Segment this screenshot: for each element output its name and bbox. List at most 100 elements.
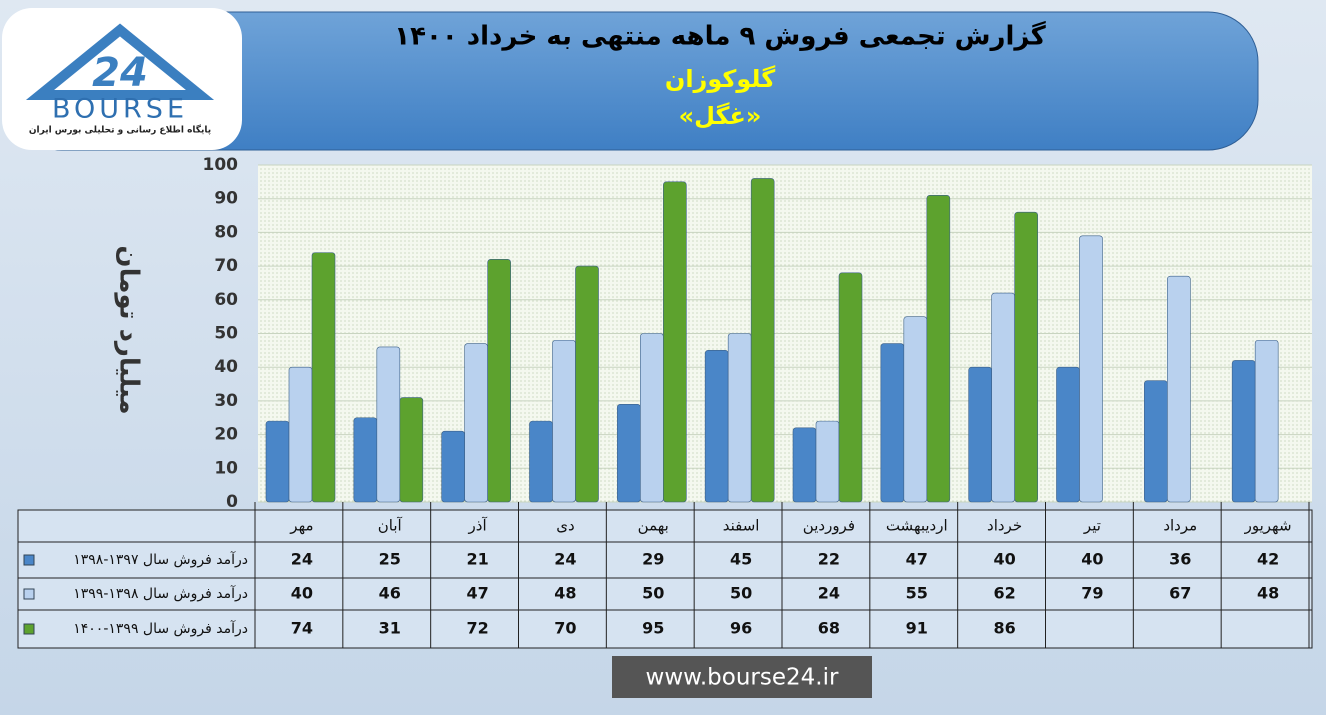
bar <box>575 265 599 503</box>
bar <box>663 181 687 503</box>
legend-swatch <box>23 588 35 600</box>
legend-label: درآمد فروش سال ۱۳۹۹-۱۴۰۰ <box>73 620 248 637</box>
y-tick-label: 70 <box>214 256 238 276</box>
bar <box>617 403 641 503</box>
table-value: 48 <box>1257 584 1279 603</box>
bar <box>376 346 401 503</box>
logo-tagline: پایگاه اطلاع رسانی و تحلیلی بورس ایران <box>29 124 211 136</box>
table-value: 42 <box>1257 550 1279 569</box>
bar <box>265 420 290 503</box>
bar <box>880 343 905 503</box>
bar <box>815 420 840 503</box>
table-value: 46 <box>379 584 401 603</box>
table-value: 95 <box>642 619 664 638</box>
table-value: 45 <box>730 550 752 569</box>
table-value: 72 <box>466 619 488 638</box>
table-value: 74 <box>291 619 313 638</box>
bar <box>464 343 488 503</box>
x-tick-label: فروردین <box>803 517 855 535</box>
y-tick-label: 80 <box>214 222 238 242</box>
chart-subtitle: گلوکوزان <box>665 65 775 93</box>
bar <box>1231 360 1256 503</box>
bar <box>399 397 424 503</box>
bar <box>926 195 951 503</box>
bar <box>640 333 664 503</box>
bar <box>1144 380 1168 503</box>
y-tick-label: 0 <box>226 492 238 512</box>
y-tick-label: 100 <box>203 155 239 175</box>
table-value: 21 <box>466 550 488 569</box>
table-value: 86 <box>993 619 1015 638</box>
bar <box>727 333 752 503</box>
footer-url: www.bourse24.ir <box>646 665 839 691</box>
bar <box>1014 211 1038 503</box>
table-value: 36 <box>1169 550 1191 569</box>
table-bg <box>17 509 1313 649</box>
bar <box>1167 275 1191 503</box>
y-tick-label: 60 <box>214 290 238 310</box>
y-tick-label: 40 <box>214 357 238 377</box>
bar <box>311 252 336 503</box>
table-value: 24 <box>818 584 840 603</box>
bar <box>288 366 313 503</box>
symbol: «غگل» <box>679 102 762 130</box>
x-tick-label: خرداد <box>987 517 1022 535</box>
logo-text: BOURSE <box>52 94 188 125</box>
table-value: 62 <box>993 584 1015 603</box>
x-tick-label: اسفند <box>723 517 760 535</box>
bar <box>487 259 511 503</box>
table-value: 40 <box>291 584 313 603</box>
table-value: 22 <box>818 550 840 569</box>
bar <box>704 350 729 503</box>
legend-label: درآمد فروش سال ۱۳۹۸-۱۳۹۹ <box>73 585 248 602</box>
table-value: 67 <box>1169 584 1191 603</box>
bar <box>968 366 992 503</box>
bar <box>1079 235 1103 503</box>
chart-title: گزارش تجمعی فروش ۹ ماهه منتهی به خرداد ۱… <box>394 21 1046 52</box>
bar <box>1056 366 1080 503</box>
bar <box>552 339 576 503</box>
bar <box>441 430 465 503</box>
table-value: 29 <box>642 550 664 569</box>
x-tick-label: آبان <box>378 517 403 535</box>
table-value: 48 <box>554 584 576 603</box>
table-value: 40 <box>1081 550 1103 569</box>
legend-swatch <box>23 554 35 566</box>
table-value: 50 <box>730 584 752 603</box>
table-value: 47 <box>906 550 928 569</box>
bar <box>750 178 775 503</box>
table-value: 55 <box>906 584 928 603</box>
x-tick-label: شهریور <box>1244 517 1292 535</box>
table-value: 47 <box>466 584 488 603</box>
y-axis-label: میلیارد تومان <box>114 245 144 414</box>
y-tick-label: 30 <box>214 391 238 411</box>
bar <box>353 417 378 503</box>
table-value: 68 <box>818 619 840 638</box>
x-tick-label: مهر <box>289 517 313 535</box>
bar <box>903 316 928 503</box>
x-tick-label: تیر <box>1083 517 1101 535</box>
logo-box <box>2 8 242 150</box>
table-value: 70 <box>554 619 576 638</box>
bar <box>529 420 553 503</box>
y-tick-label: 10 <box>214 458 238 478</box>
bar <box>838 272 863 503</box>
x-tick-label: بهمن <box>638 517 669 535</box>
legend-swatch <box>23 623 35 635</box>
table-value: 31 <box>379 619 401 638</box>
table-value: 50 <box>642 584 664 603</box>
table-value: 79 <box>1081 584 1103 603</box>
y-tick-label: 50 <box>214 324 238 344</box>
legend-label: درآمد فروش سال ۱۳۹۷-۱۳۹۸ <box>73 551 248 568</box>
table-value: 91 <box>906 619 928 638</box>
y-tick-label: 20 <box>214 425 238 445</box>
x-tick-label: اردیبهشت <box>886 517 948 535</box>
table-value: 40 <box>993 550 1015 569</box>
logo-mark-24: 24 <box>92 50 148 96</box>
table-value: 25 <box>379 550 401 569</box>
bar <box>792 427 817 503</box>
table-value: 96 <box>730 619 752 638</box>
logo-mark <box>25 23 215 100</box>
